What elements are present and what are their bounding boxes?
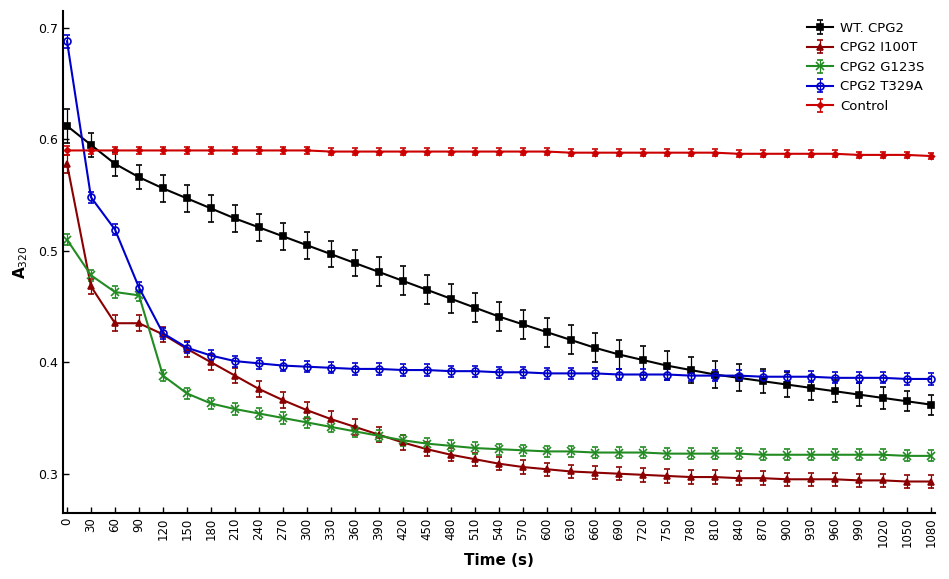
Y-axis label: A$_{320}$: A$_{320}$ — [11, 245, 29, 278]
X-axis label: Time (s): Time (s) — [464, 553, 534, 568]
Legend: WT. CPG2, CPG2 I100T, CPG2 G123S, CPG2 T329A, Control: WT. CPG2, CPG2 I100T, CPG2 G123S, CPG2 T… — [803, 18, 928, 117]
